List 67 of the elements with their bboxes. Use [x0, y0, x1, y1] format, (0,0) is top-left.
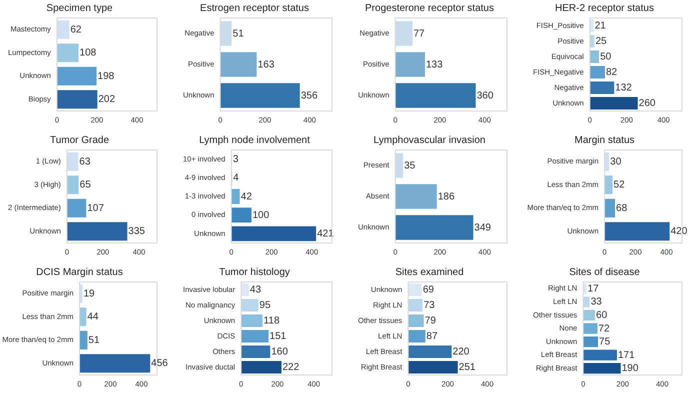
data-label: 51 [232, 28, 244, 40]
data-label: 52 [614, 180, 626, 191]
chart-title: Tumor histology [219, 266, 290, 278]
data-label: 251 [458, 362, 476, 373]
data-label: 79 [424, 316, 436, 326]
data-label: 44 [87, 312, 99, 323]
data-label: 63 [79, 156, 91, 168]
chart-title: Tumor Grade [50, 134, 110, 146]
data-label: 100 [252, 210, 270, 221]
data-label: 160 [271, 346, 288, 358]
chart-title: Lymph node involvement [199, 134, 310, 146]
data-label: 4 [233, 172, 240, 184]
chart-title: Sites examined [395, 266, 464, 278]
data-label: 171 [618, 350, 636, 361]
chart-title: Lymphovascular invasion [374, 134, 486, 146]
data-label: 25 [595, 36, 608, 47]
data-label: 456 [151, 358, 168, 370]
data-label: 19 [83, 288, 96, 300]
data-label: 421 [317, 228, 334, 240]
data-label: 77 [413, 28, 426, 40]
data-label: 420 [670, 226, 688, 238]
data-label: 75 [599, 336, 611, 348]
data-label: 260 [638, 98, 656, 109]
data-label: 222 [282, 362, 300, 373]
data-label: 82 [606, 67, 618, 78]
data-label: 60 [596, 310, 608, 321]
chart-title: Estrogen receptor status [200, 2, 309, 14]
data-label: 133 [426, 59, 444, 70]
data-label: 335 [128, 226, 146, 238]
data-label: 108 [80, 48, 97, 59]
data-label: 21 [594, 20, 606, 32]
data-label: 50 [600, 52, 612, 62]
data-label: 132 [615, 82, 632, 94]
data-label: 17 [588, 283, 600, 294]
data-label: 198 [98, 70, 115, 82]
data-label: 186 [438, 191, 455, 202]
data-label: 87 [426, 331, 438, 342]
data-label: 349 [474, 222, 492, 234]
data-label: 107 [87, 202, 104, 214]
data-label: 65 [80, 180, 92, 191]
data-label: 220 [452, 346, 470, 358]
data-label: 118 [264, 316, 280, 326]
data-label: 51 [88, 334, 100, 346]
data-label: 72 [598, 323, 610, 334]
data-label: 42 [240, 191, 252, 202]
data-label: 360 [476, 90, 494, 102]
data-label: 151 [270, 331, 287, 342]
data-label: 33 [590, 296, 602, 308]
chart-title: Specimen type [46, 2, 114, 14]
chart-title: HER-2 receptor status [555, 2, 654, 14]
data-label: 69 [422, 284, 434, 296]
data-label: 43 [250, 284, 262, 296]
data-label: 356 [300, 90, 318, 102]
chart-title: Margin status [574, 134, 635, 146]
data-label: 73 [424, 300, 436, 311]
chart-title: DCIS Margin status [36, 266, 123, 278]
chart-title: Sites of disease [569, 266, 640, 278]
data-label: 68 [616, 202, 628, 214]
data-label: 202 [98, 94, 116, 106]
data-label: 62 [70, 24, 82, 36]
data-label: 190 [622, 363, 639, 374]
data-label: 95 [259, 300, 271, 311]
data-label: 3 [232, 154, 239, 166]
data-label: 30 [610, 156, 622, 168]
chart-title: Progesterone receptor status [365, 2, 494, 14]
data-label: 163 [258, 59, 275, 70]
data-label: 35 [404, 160, 416, 172]
